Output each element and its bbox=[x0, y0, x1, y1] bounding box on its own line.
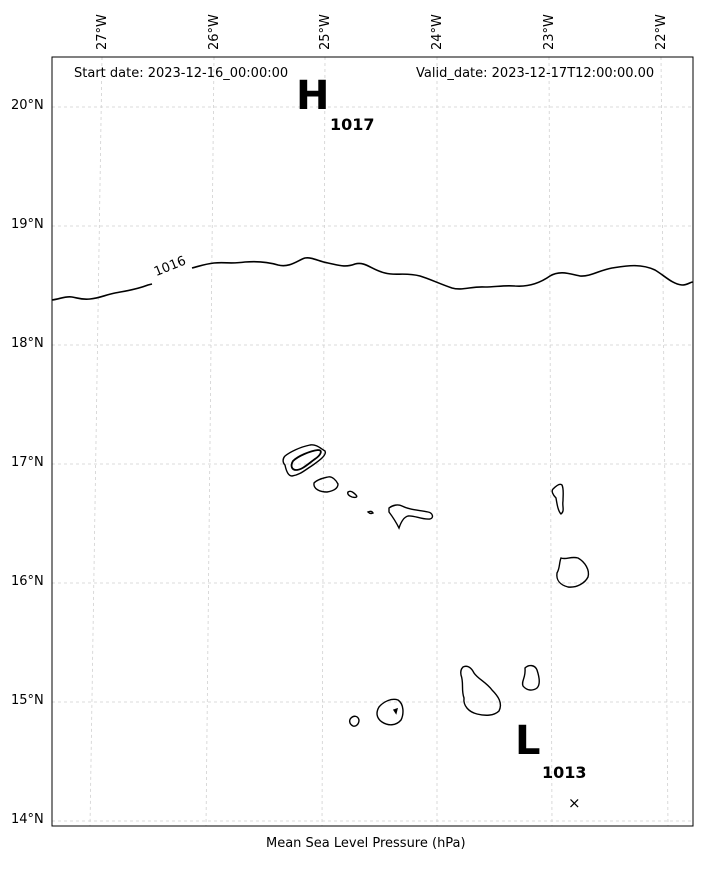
island-sao-vicente bbox=[313, 476, 339, 493]
island-maio bbox=[521, 664, 540, 691]
lon-label-24w: 24°W bbox=[430, 14, 445, 50]
island-brava bbox=[348, 715, 360, 727]
lon-label-27w: 27°W bbox=[95, 14, 110, 50]
lat-label-19n: 19°N bbox=[11, 217, 44, 232]
low-pressure-symbol: L bbox=[515, 718, 541, 764]
island-santo-antao-peak bbox=[290, 449, 322, 471]
island-fogo bbox=[376, 698, 404, 726]
island-sao-nicolau bbox=[388, 504, 434, 530]
lat-label-18n: 18°N bbox=[11, 336, 44, 351]
high-clip: H bbox=[52, 57, 693, 157]
gridline-lon-22 bbox=[660, 56, 669, 827]
gridline-lon-26 bbox=[205, 56, 215, 827]
map-frame bbox=[51, 56, 694, 827]
island-fogo-peak bbox=[392, 707, 398, 715]
island-santo-antao bbox=[282, 444, 327, 477]
low-pressure-value: 1013 bbox=[542, 763, 587, 782]
lat-label-20n: 20°N bbox=[11, 98, 44, 113]
island-raso bbox=[366, 510, 374, 515]
island-santa-luzia bbox=[347, 490, 358, 499]
lon-label-26w: 26°W bbox=[207, 14, 222, 50]
graticule bbox=[52, 56, 693, 827]
valid-date-label: Valid_date: 2023-12-17T12:00:00.00 bbox=[416, 66, 655, 81]
map-caption: Mean Sea Level Pressure (hPa) bbox=[266, 836, 466, 851]
island-santiago bbox=[460, 665, 502, 716]
lat-label-17n: 17°N bbox=[11, 455, 44, 470]
gridline-lon-27 bbox=[89, 56, 103, 827]
lat-label-16n: 16°N bbox=[11, 574, 44, 589]
high-pressure-symbol: H bbox=[296, 73, 330, 119]
lon-label-25w: 25°W bbox=[318, 14, 333, 50]
gridline-lon-25 bbox=[321, 56, 326, 827]
islands bbox=[282, 444, 590, 727]
island-boa-vista bbox=[556, 556, 590, 588]
isobar-1016 bbox=[51, 257, 694, 301]
high-pressure-value: 1017 bbox=[330, 115, 375, 134]
lat-label-15n: 15°N bbox=[11, 693, 44, 708]
lat-label-14n: 14°N bbox=[11, 812, 44, 827]
start-date-label: Start date: 2023-12-16_00:00:00 bbox=[74, 66, 289, 81]
island-sal bbox=[551, 483, 564, 515]
lon-label-22w: 22°W bbox=[654, 14, 669, 50]
gridline-lon-23 bbox=[548, 56, 553, 827]
low-center-marker: × bbox=[568, 794, 581, 812]
lon-label-23w: 23°W bbox=[542, 14, 557, 50]
